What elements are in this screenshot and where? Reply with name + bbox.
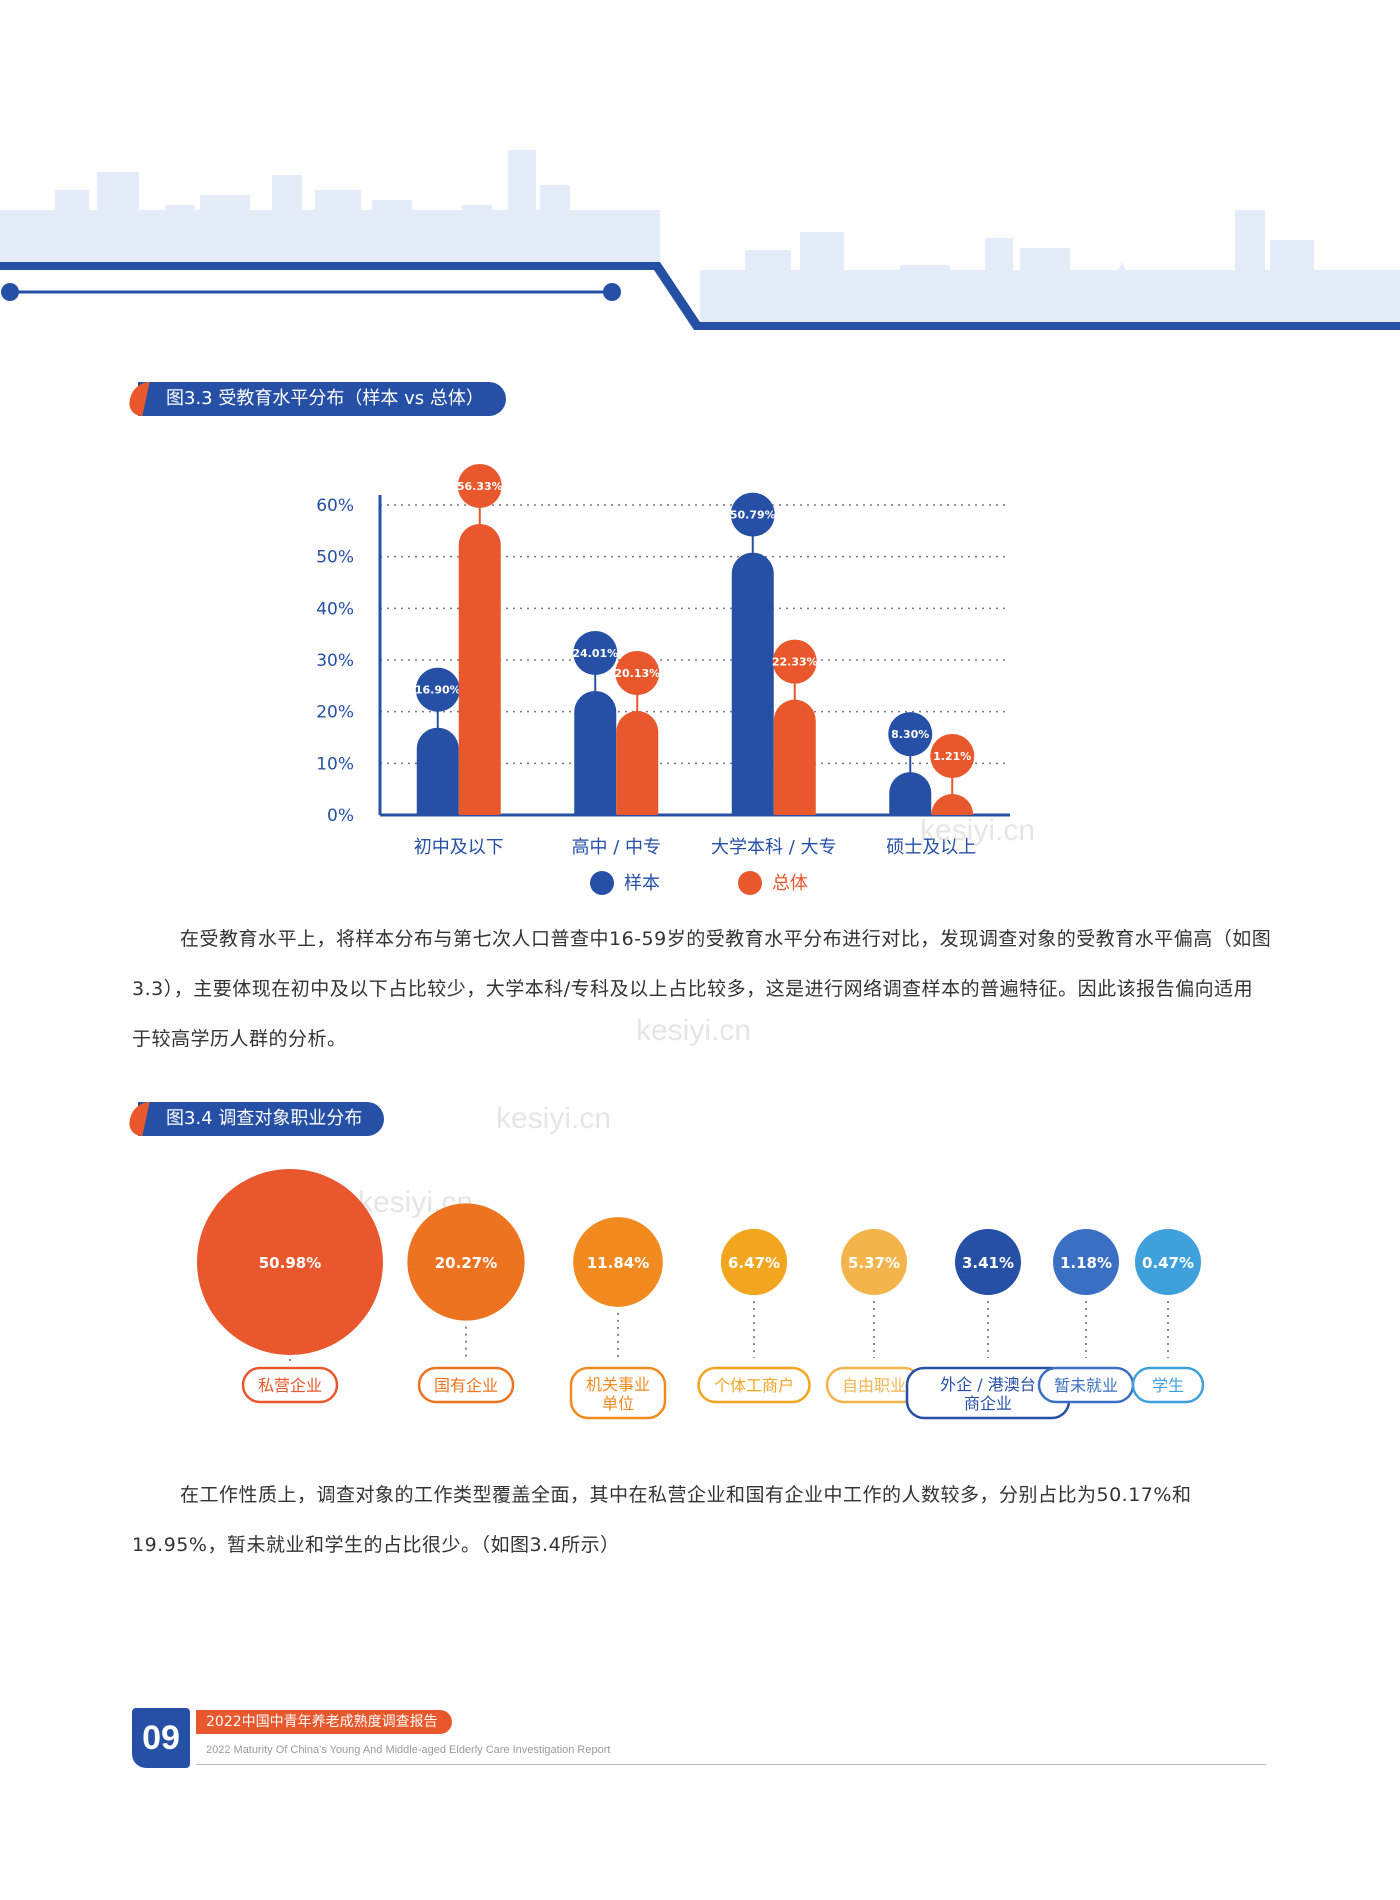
- data-label: 16.90%: [415, 684, 461, 697]
- data-label: 22.33%: [772, 656, 818, 669]
- data-label: 20.13%: [614, 667, 660, 680]
- bar-sample: [416, 727, 459, 815]
- y-tick-label: 40%: [316, 599, 354, 619]
- header-dot-right: [603, 283, 621, 301]
- bubble-value-label: 5.37%: [848, 1254, 900, 1272]
- category-label: 个体工商户: [714, 1376, 794, 1395]
- bubble-value-label: 6.47%: [728, 1254, 780, 1272]
- category-label: 单位: [602, 1394, 634, 1413]
- bar-total: [931, 794, 974, 815]
- header-dot-left: [1, 283, 19, 301]
- category-label: 自由职业: [842, 1376, 906, 1395]
- header-band: [0, 262, 1400, 330]
- y-tick-label: 50%: [316, 548, 354, 568]
- paragraph-education: 在受教育水平上，将样本分布与第七次人口普查中16-59岁的受教育水平分布进行对比…: [132, 928, 1272, 1050]
- bar-total: [616, 710, 659, 815]
- bubble-value-label: 3.41%: [962, 1254, 1014, 1272]
- bar-sample: [574, 690, 617, 815]
- category-pill: [1131, 1366, 1205, 1404]
- y-tick-label: 30%: [316, 651, 354, 671]
- y-tick-label: 10%: [316, 754, 354, 774]
- footer-report-subtitle: 2022 Maturity Of China's Young And Middl…: [206, 1744, 611, 1756]
- education-bar-chart: 0% 10% 20% 30% 40% 50% 60% 16.90% 56.33% 初中及以下 24.…: [316, 463, 1010, 895]
- data-label-bubble: [730, 492, 775, 537]
- bubble: [1053, 1229, 1119, 1295]
- data-label: 50.79%: [730, 509, 776, 522]
- bubble: [1135, 1229, 1201, 1295]
- data-label-bubble: [573, 630, 618, 675]
- x-tick-label: 高中 / 中专: [571, 837, 661, 858]
- category-pill: [697, 1366, 811, 1404]
- legend-label-total: 总体: [772, 873, 808, 894]
- bar-sample: [731, 552, 774, 815]
- data-label: 24.01%: [572, 647, 618, 660]
- data-label-bubble: [415, 667, 460, 712]
- data-label-bubble: [930, 734, 975, 778]
- watermark-text-1: kesiyi.cn: [920, 814, 1035, 847]
- data-label-bubble: [772, 639, 817, 684]
- legend-swatch-sample: [590, 871, 614, 895]
- skyline-left: [0, 150, 660, 262]
- data-label-bubble: [615, 650, 660, 695]
- category-label: 商企业: [964, 1394, 1012, 1413]
- bubble-value-label: 20.27%: [435, 1254, 497, 1272]
- y-tick-label: 20%: [316, 703, 354, 723]
- category-label: 国有企业: [434, 1376, 498, 1395]
- y-tick-label: 0%: [327, 806, 354, 826]
- skyline-right: [700, 210, 1400, 325]
- bar-sample: [889, 772, 932, 815]
- category-pill: [241, 1366, 339, 1404]
- data-label: 56.33%: [457, 480, 503, 493]
- figure-3-3-title: 图3.3 受教育水平分布（样本 vs 总体）: [138, 382, 506, 416]
- page-number: 09: [132, 1708, 190, 1768]
- figure-3-4-title: 图3.4 调查对象职业分布: [138, 1102, 385, 1136]
- category-pill: [417, 1366, 515, 1404]
- figure-3-4-title-text: 图3.4 调查对象职业分布: [166, 1108, 363, 1129]
- bubble: [955, 1229, 1021, 1295]
- category-label: 学生: [1152, 1376, 1184, 1395]
- x-tick-label: 初中及以下: [414, 837, 504, 858]
- data-label-bubble: [888, 712, 933, 757]
- x-tick-label: 大学本科 / 大专: [711, 837, 837, 858]
- bubble: [407, 1203, 525, 1321]
- footer-divider: [196, 1764, 1266, 1765]
- category-pill: [569, 1366, 667, 1420]
- bubble: [197, 1169, 383, 1355]
- watermark-text-3: kesiyi.cn: [496, 1102, 611, 1135]
- y-tick-label: 60%: [316, 496, 354, 516]
- paragraph-occupation: 在工作性质上，调查对象的工作类型覆盖全面，其中在私营企业和国有企业中工作的人数较…: [132, 1484, 1192, 1556]
- category-label: 外企 / 港澳台: [940, 1375, 1036, 1394]
- header-skyline-banner: [0, 150, 1400, 330]
- bar-total: [458, 523, 501, 815]
- legend-swatch-total: [738, 871, 762, 895]
- x-tick-label: 硕士及以上: [886, 837, 976, 858]
- bubble-value-label: 0.47%: [1142, 1254, 1194, 1272]
- figure-3-3-title-text: 图3.3 受教育水平分布（样本 vs 总体）: [166, 388, 484, 409]
- category-label: 机关事业: [586, 1375, 650, 1394]
- bubble-value-label: 11.84%: [587, 1254, 649, 1272]
- bubble-value-label: 50.98%: [259, 1254, 321, 1272]
- footer-report-title: 2022中国中青年养老成熟度调查报告: [196, 1710, 452, 1734]
- category-label: 私营企业: [258, 1376, 322, 1395]
- watermark-text-2: kesiyi.cn: [636, 1014, 751, 1047]
- bubble-value-label: 1.18%: [1060, 1254, 1112, 1272]
- bubble: [720, 1228, 788, 1296]
- bubble: [841, 1229, 907, 1295]
- bar-total: [773, 699, 816, 815]
- category-label: 暂未就业: [1054, 1376, 1118, 1395]
- data-label: 1.21%: [933, 750, 971, 763]
- legend-label-sample: 样本: [624, 873, 660, 894]
- bubble: [573, 1217, 663, 1307]
- data-label: 8.30%: [891, 728, 929, 741]
- data-label-bubble: [457, 463, 502, 508]
